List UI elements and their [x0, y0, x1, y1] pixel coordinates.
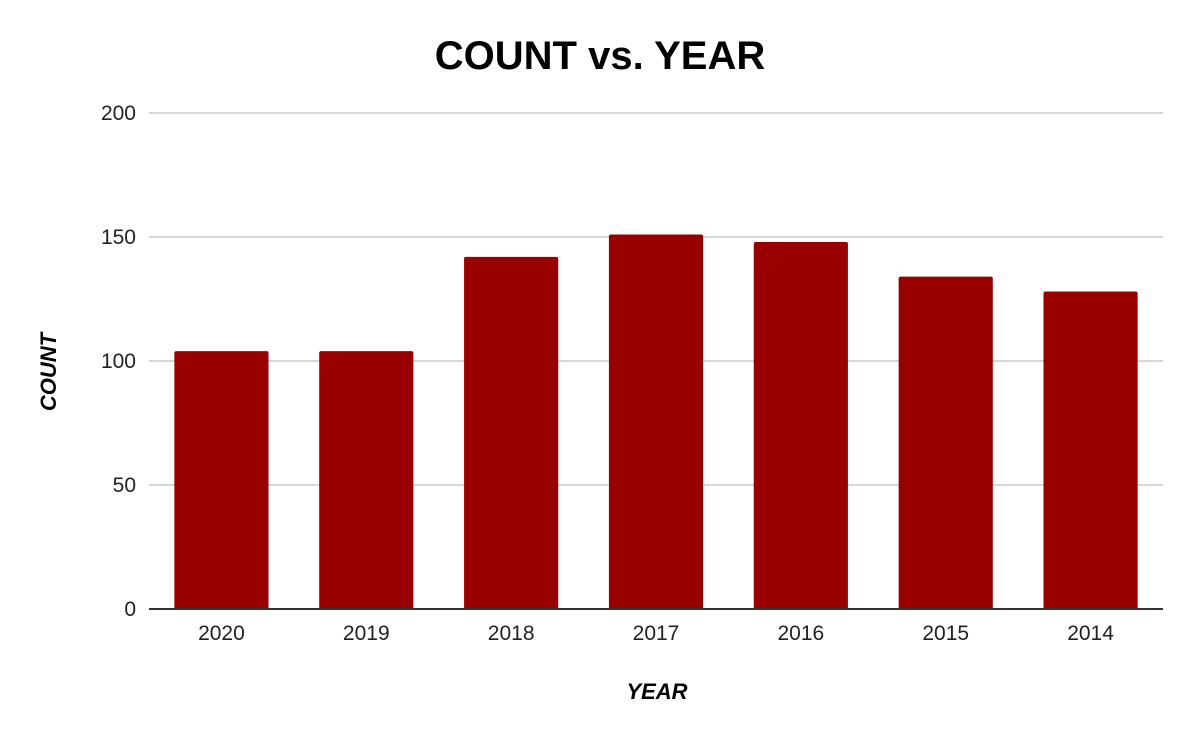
x-tick-label: 2017 — [633, 622, 680, 645]
x-axis-title: YEAR — [626, 679, 687, 704]
y-axis-title: COUNT — [36, 331, 61, 411]
bars — [174, 234, 1138, 609]
x-axis-ticks: 2020 2019 2018 2017 2016 2015 2014 — [198, 622, 1114, 645]
chart-title: COUNT vs. YEAR — [435, 34, 766, 78]
y-tick-label: 150 — [101, 226, 136, 249]
y-tick-label: 200 — [101, 102, 136, 125]
x-tick-label: 2014 — [1067, 622, 1114, 645]
x-tick-label: 2018 — [488, 622, 535, 645]
x-tick-label: 2015 — [922, 622, 969, 645]
bar-2017 — [608, 234, 704, 609]
bar-2019 — [319, 351, 414, 609]
x-tick-label: 2016 — [777, 622, 824, 645]
bar-2015 — [898, 276, 993, 609]
y-tick-label: 50 — [113, 474, 136, 497]
x-tick-label: 2019 — [343, 622, 390, 645]
y-axis-ticks: 0 50 100 150 200 — [101, 102, 136, 621]
bar-2016 — [753, 241, 848, 609]
y-tick-label: 100 — [101, 350, 136, 373]
bar-2014 — [1043, 291, 1138, 609]
y-tick-label: 0 — [124, 598, 136, 621]
x-tick-label: 2020 — [198, 622, 245, 645]
bar-2018 — [464, 256, 559, 609]
bar-2020 — [174, 351, 269, 609]
